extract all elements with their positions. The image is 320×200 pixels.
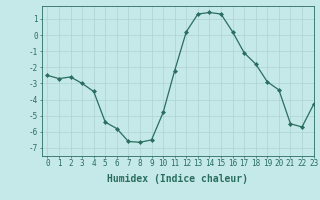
- X-axis label: Humidex (Indice chaleur): Humidex (Indice chaleur): [107, 174, 248, 184]
